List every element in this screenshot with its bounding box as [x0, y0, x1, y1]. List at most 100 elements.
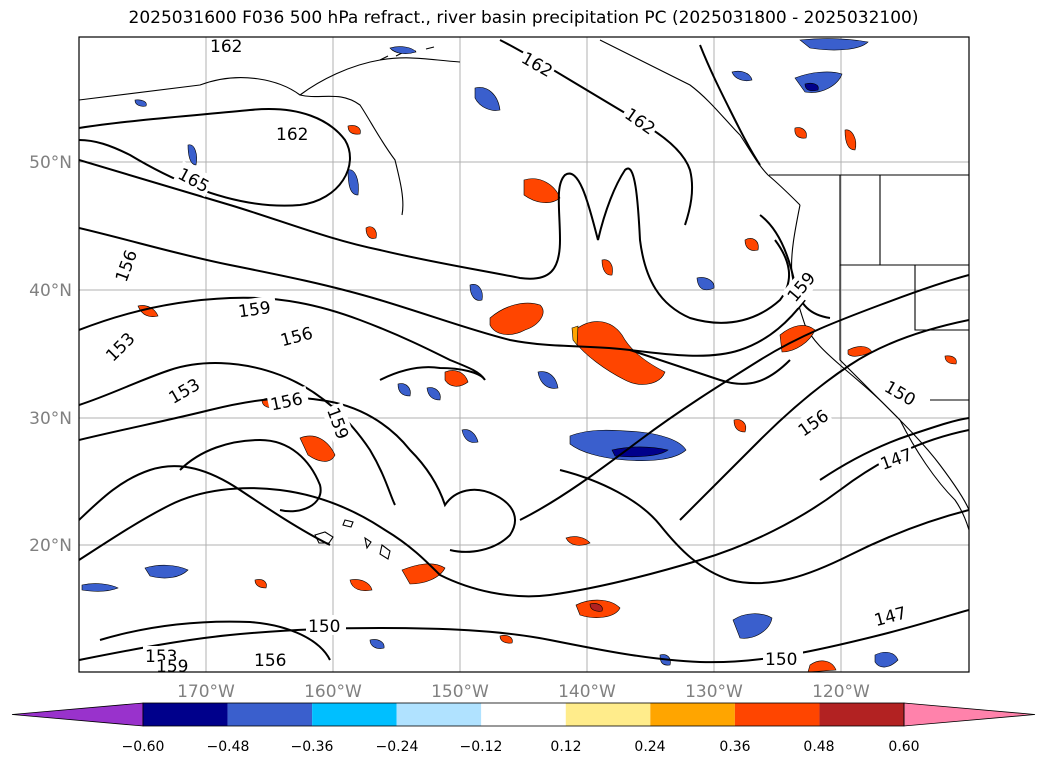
lat-label: 50°N	[29, 153, 72, 173]
contour-line	[559, 469, 969, 585]
precip-neg-region	[461, 429, 479, 443]
lon-label: 150°W	[431, 682, 489, 702]
precip-neg-region	[469, 284, 483, 301]
map-title: 2025031600 F036 500 hPa refract., river …	[128, 8, 919, 28]
contour-line	[79, 465, 331, 546]
precip-neg-region	[799, 38, 869, 51]
colorbar-swatch	[312, 703, 397, 726]
lat-label: 20°N	[29, 536, 72, 556]
contour-label: 159	[156, 657, 188, 677]
contour-line	[79, 397, 516, 553]
colorbar-tick-label: 0.60	[888, 739, 919, 755]
precip-neg-region	[731, 70, 753, 82]
colorbar-swatch	[227, 703, 313, 726]
contour-label: 150	[308, 617, 340, 637]
lon-label: 170°W	[177, 682, 235, 702]
colorbar-tick-label: −0.36	[291, 739, 334, 755]
colorbar-ticks: −0.60 −0.48 −0.36 −0.24 −0.12 0.12 0.24 …	[122, 739, 920, 755]
contour-label: 162	[276, 125, 308, 145]
colorbar-tick-label: −0.48	[207, 739, 250, 755]
precip-shading	[81, 38, 957, 672]
baja-coast	[899, 419, 969, 531]
precip-neg-region	[426, 387, 441, 401]
precip-pos-region	[565, 536, 591, 546]
precip-neg-region	[187, 144, 197, 166]
contour-line	[79, 609, 969, 664]
coastlines	[79, 39, 969, 560]
map-panel: 162 162 162 165 162 156 159 153 156 153 …	[79, 37, 969, 677]
contour-line	[819, 417, 969, 481]
precip-pos-region	[733, 419, 747, 433]
colorbar-tick-label: 0.48	[803, 739, 834, 755]
precip-pos-region	[844, 129, 857, 151]
colorbar-tick-label: 0.12	[550, 739, 581, 755]
contour-line	[79, 108, 351, 207]
precip-pos-region	[574, 321, 666, 385]
refractivity-contours	[79, 39, 969, 664]
precip-pos-region	[571, 325, 579, 346]
contour-line	[699, 44, 761, 166]
precip-pos-region	[807, 660, 837, 672]
contour-label: 162	[210, 37, 242, 57]
colorbar-extend-max	[903, 702, 1036, 727]
contour-line	[79, 296, 486, 381]
colorbar-swatch	[734, 703, 820, 726]
precip-pos-region	[349, 579, 373, 591]
precip-pos-region	[744, 238, 759, 251]
colorbar-extend-min	[11, 702, 144, 727]
precip-neg-region	[804, 82, 819, 92]
precip-neg-region	[134, 99, 147, 107]
colorbar-swatch	[143, 703, 228, 726]
colorbar: −0.60 −0.48 −0.36 −0.24 −0.12 0.12 0.24 …	[11, 702, 1036, 755]
lat-labels: 50°N 40°N 30°N 20°N	[29, 153, 72, 556]
precip-neg-region	[474, 87, 501, 111]
precip-pos-region	[489, 302, 544, 335]
colorbar-swatch	[565, 703, 651, 726]
precip-neg-region	[732, 613, 773, 639]
lon-label: 160°W	[304, 682, 362, 702]
aleutians	[379, 46, 435, 61]
precip-neg-region	[696, 277, 715, 291]
contour-line	[79, 159, 791, 324]
colorbar-tick-label: 0.36	[719, 739, 750, 755]
hawaii	[314, 519, 391, 560]
southeast-alaska-coast	[599, 39, 801, 206]
precip-neg-region	[81, 583, 119, 592]
precip-pos-region	[444, 370, 469, 387]
precip-pos-region	[347, 125, 361, 135]
precip-neg-region	[397, 383, 411, 397]
colorbar-tick-label: −0.24	[376, 739, 419, 755]
precip-pos-region	[523, 178, 561, 203]
precip-neg-region	[347, 169, 359, 196]
colorbar-tick-label: 0.24	[634, 739, 665, 755]
lon-label: 120°W	[812, 682, 870, 702]
lon-label: 130°W	[685, 682, 743, 702]
lat-label: 40°N	[29, 281, 72, 301]
contour-line	[179, 438, 322, 513]
contour-line	[629, 349, 791, 385]
colorbar-tick-label: −0.60	[122, 739, 165, 755]
colorbar-swatches	[11, 702, 1036, 727]
contour-line	[79, 227, 806, 357]
precip-neg-region	[389, 46, 417, 54]
precip-pos-region	[601, 259, 613, 276]
precip-neg-region	[537, 371, 559, 389]
colorbar-swatch	[396, 703, 482, 726]
lat-label: 30°N	[29, 409, 72, 429]
state-border-3	[914, 265, 969, 331]
precip-pos-region	[254, 579, 267, 589]
precip-pos-region	[589, 603, 603, 612]
contour-label: 150	[765, 650, 797, 670]
colorbar-swatch	[819, 703, 904, 726]
contour-line	[79, 362, 396, 506]
colorbar-swatch	[481, 703, 566, 726]
precip-pos-region	[944, 355, 957, 365]
precip-pos-region	[299, 435, 336, 462]
contour-line	[79, 429, 969, 598]
colorbar-tick-label: −0.12	[460, 739, 503, 755]
precip-pos-region	[137, 305, 159, 317]
contour-line	[679, 319, 969, 521]
contour-label: 156	[254, 651, 286, 671]
contour-line	[519, 274, 969, 521]
